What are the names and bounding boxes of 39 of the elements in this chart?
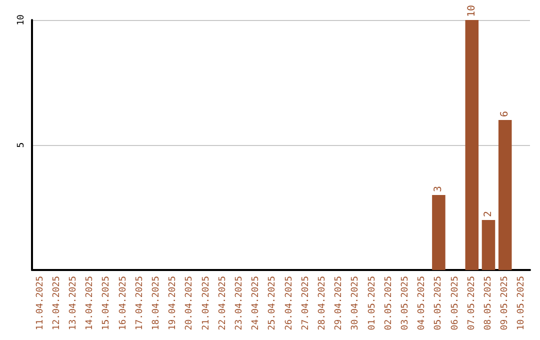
x-tick-label: 28.04.2025 xyxy=(318,276,328,330)
x-tick-label: 19.04.2025 xyxy=(168,276,178,330)
x-tick-label: 30.04.2025 xyxy=(350,276,361,330)
x-tick-label: 29.04.2025 xyxy=(334,276,344,330)
x-tick-label: 06.05.2025 xyxy=(450,276,460,330)
x-tick-label: 14.04.2025 xyxy=(85,276,96,330)
bar xyxy=(498,120,512,270)
x-tick-label: 02.05.2025 xyxy=(384,276,394,330)
x-tick-label: 25.04.2025 xyxy=(268,276,278,330)
bar xyxy=(432,195,446,270)
x-tick-label: 11.04.2025 xyxy=(35,276,46,330)
x-tick-label: 12.04.2025 xyxy=(52,276,62,330)
x-tick-label: 21.04.2025 xyxy=(201,276,212,330)
x-tick-label: 18.04.2025 xyxy=(152,276,162,330)
x-tick-label: 17.04.2025 xyxy=(134,276,145,330)
data-label: 6 xyxy=(500,110,511,117)
x-tick-label: 01.05.2025 xyxy=(367,276,378,330)
x-tick-label: 15.04.2025 xyxy=(102,276,112,330)
x-tick-label: 09.05.2025 xyxy=(500,276,510,330)
x-tick-label: 07.05.2025 xyxy=(466,276,477,330)
y-tick-label: 5 xyxy=(16,142,26,148)
data-label: 3 xyxy=(433,186,444,192)
x-tick-label: 04.05.2025 xyxy=(417,276,428,330)
x-tick-label: 08.05.2025 xyxy=(484,276,494,330)
x-tick-label: 20.04.2025 xyxy=(184,276,195,330)
x-tick-label: 05.05.2025 xyxy=(434,276,444,330)
data-label: 10 xyxy=(466,4,478,17)
bar xyxy=(465,20,479,270)
x-tick-label: 13.04.2025 xyxy=(68,276,78,330)
x-tick-label: 16.04.2025 xyxy=(118,276,128,330)
data-label: 2 xyxy=(483,210,494,217)
x-tick-label: 22.04.2025 xyxy=(218,276,228,330)
x-tick-label: 26.04.2025 xyxy=(284,276,294,330)
bar xyxy=(482,220,496,270)
x-tick-label: 23.04.2025 xyxy=(234,276,244,330)
x-tick-label: 03.05.2025 xyxy=(400,276,410,330)
x-tick-label: 27.04.2025 xyxy=(300,276,311,330)
x-tick-label: 10.05.2025 xyxy=(516,276,527,330)
x-tick-label: 24.04.2025 xyxy=(251,276,262,330)
